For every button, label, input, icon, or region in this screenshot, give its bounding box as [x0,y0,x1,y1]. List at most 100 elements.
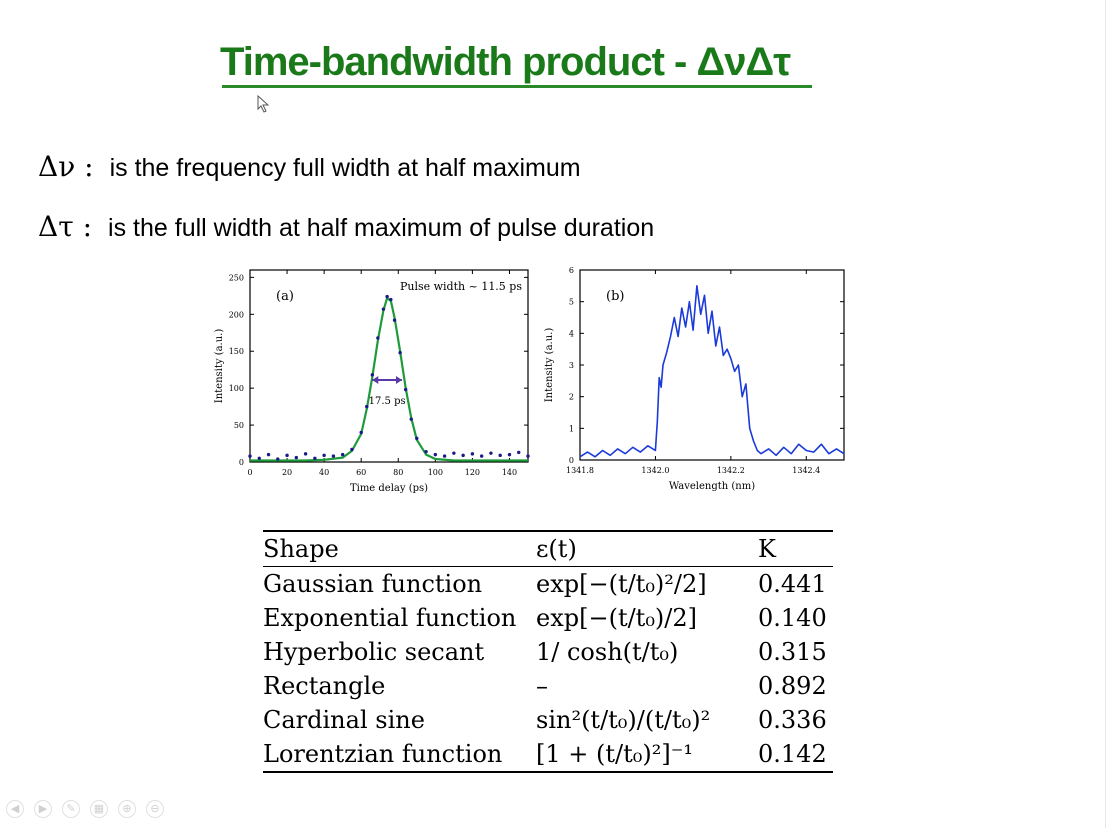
y-tick-label: 0 [239,458,244,467]
definition-symbol: Δτ : [38,210,93,243]
table-header-field: ε(t) [536,535,577,563]
y-tick-label: 5 [569,298,574,307]
more-icon[interactable]: ⊖ [146,800,164,818]
x-axis-label: Wavelength (nm) [669,481,755,492]
table-cell-field: 1/ cosh(t/t₀) [536,638,679,666]
y-tick-label: 150 [229,347,244,356]
data-point [313,456,317,461]
data-point [276,457,280,461]
x-tick-label: 1342.2 [717,466,745,475]
x-tick-label: 60 [356,468,366,477]
y-tick-label: 4 [569,329,574,338]
data-point [392,318,397,322]
pen-icon[interactable]: ✎ [62,800,80,818]
table-cell-shape: Hyperbolic secant [263,638,485,666]
table-row: Gaussian function exp[−(t/t₀)²/2] 0.441 [263,567,833,601]
table-header-k: K [758,535,776,563]
fwhm-annotation: 17.5 ps [369,396,406,407]
data-point [409,417,413,421]
table-row: Rectangle – 0.892 [263,669,833,703]
data-point [389,297,393,302]
x-axis-label: Time delay (ps) [350,483,428,494]
definition-delta-tau: Δτ : is the full width at half maximum of… [38,210,654,243]
panel-label: (b) [606,289,624,304]
table-rule-mid [263,566,833,567]
table-rule-bottom [263,771,833,773]
data-point [479,454,484,458]
data-point [331,454,336,458]
table-cell-shape: Cardinal sine [263,706,425,734]
next-arrow-icon[interactable]: ▶ [34,800,52,818]
definition-text: is the frequency full width at half maxi… [109,154,581,182]
title-underline [222,85,812,88]
table-cell-field: sin²(t/t₀)/(t/t₀)² [536,706,711,734]
data-point [359,430,363,435]
definition-symbol: Δν : [38,150,94,183]
data-point [266,452,271,457]
table-cell-k: 0.892 [758,672,827,700]
data-point [248,454,252,458]
data-point [322,453,326,458]
data-point [442,454,447,458]
data-point [381,307,386,311]
slides-icon[interactable]: ▦ [90,800,108,818]
data-point [403,387,408,392]
definition-delta-nu: Δν : is the frequency full width at half … [38,150,581,183]
y-tick-label: 0 [569,456,574,465]
series-line [579,284,845,458]
y-tick-label: 200 [229,310,244,319]
data-point [376,336,380,340]
slide-title: Time-bandwidth product - ΔνΔτ [220,40,791,84]
x-tick-label: 1341.8 [566,466,594,475]
data-point [461,453,465,458]
table-header-shape: Shape [263,535,339,563]
data-point [257,456,261,461]
table-row: Exponential function exp[−(t/t₀)/2] 0.14… [263,601,833,635]
data-point [452,451,456,455]
mouse-cursor-icon [257,95,270,113]
prev-arrow-icon[interactable]: ◀ [6,800,24,818]
y-tick-label: 50 [234,421,244,430]
plot-frame [249,269,529,463]
shape-table: Shape ε(t) K Gaussian function exp[−(t/t… [263,530,833,773]
table-cell-k: 0.315 [758,638,827,666]
table-row: Lorentzian function [1 + (t/t₀)²]⁻¹ 0.14… [263,737,833,771]
table-header-row: Shape ε(t) K [263,532,833,566]
table-cell-k: 0.336 [758,706,827,734]
x-tick-label: 1342.0 [641,466,669,475]
zoom-icon[interactable]: ⊕ [118,800,136,818]
data-point [385,294,389,299]
table-cell-k: 0.140 [758,604,827,632]
data-point [517,450,521,455]
fwhm-arrowhead-right [395,376,402,385]
data-point [294,455,299,460]
data-point [498,453,502,458]
x-tick-label: 20 [282,468,292,477]
x-tick-label: 40 [319,468,329,477]
table-rule-top [263,530,833,532]
y-axis-label: Intensity (a.u.) [544,328,555,403]
definition-text: is the full width at half maximum of pul… [108,214,655,242]
panel-label: (a) [276,289,294,304]
data-point [365,404,369,409]
y-tick-label: 1 [569,424,574,433]
data-point [489,451,493,455]
table-cell-shape: Rectangle [263,672,386,700]
y-tick-label: 3 [569,361,574,370]
y-tick-label: 6 [569,266,574,275]
table-cell-k: 0.142 [758,740,827,768]
data-point [424,449,428,454]
table-cell-field: exp[−(t/t₀)²/2] [536,570,707,598]
x-tick-label: 1342.4 [792,466,820,475]
table-row: Hyperbolic secant 1/ cosh(t/t₀) 0.315 [263,635,833,669]
data-point [526,454,530,458]
data-point [398,351,402,355]
x-tick-label: 0 [247,468,252,477]
data-point [370,373,375,377]
pulse-width-annotation: Pulse width ~ 11.5 ps [400,280,522,293]
data-point [285,453,289,458]
x-tick-label: 80 [393,468,403,477]
slideshow-toolbar: ◀ ▶ ✎ ▦ ⊕ ⊖ [6,800,164,818]
